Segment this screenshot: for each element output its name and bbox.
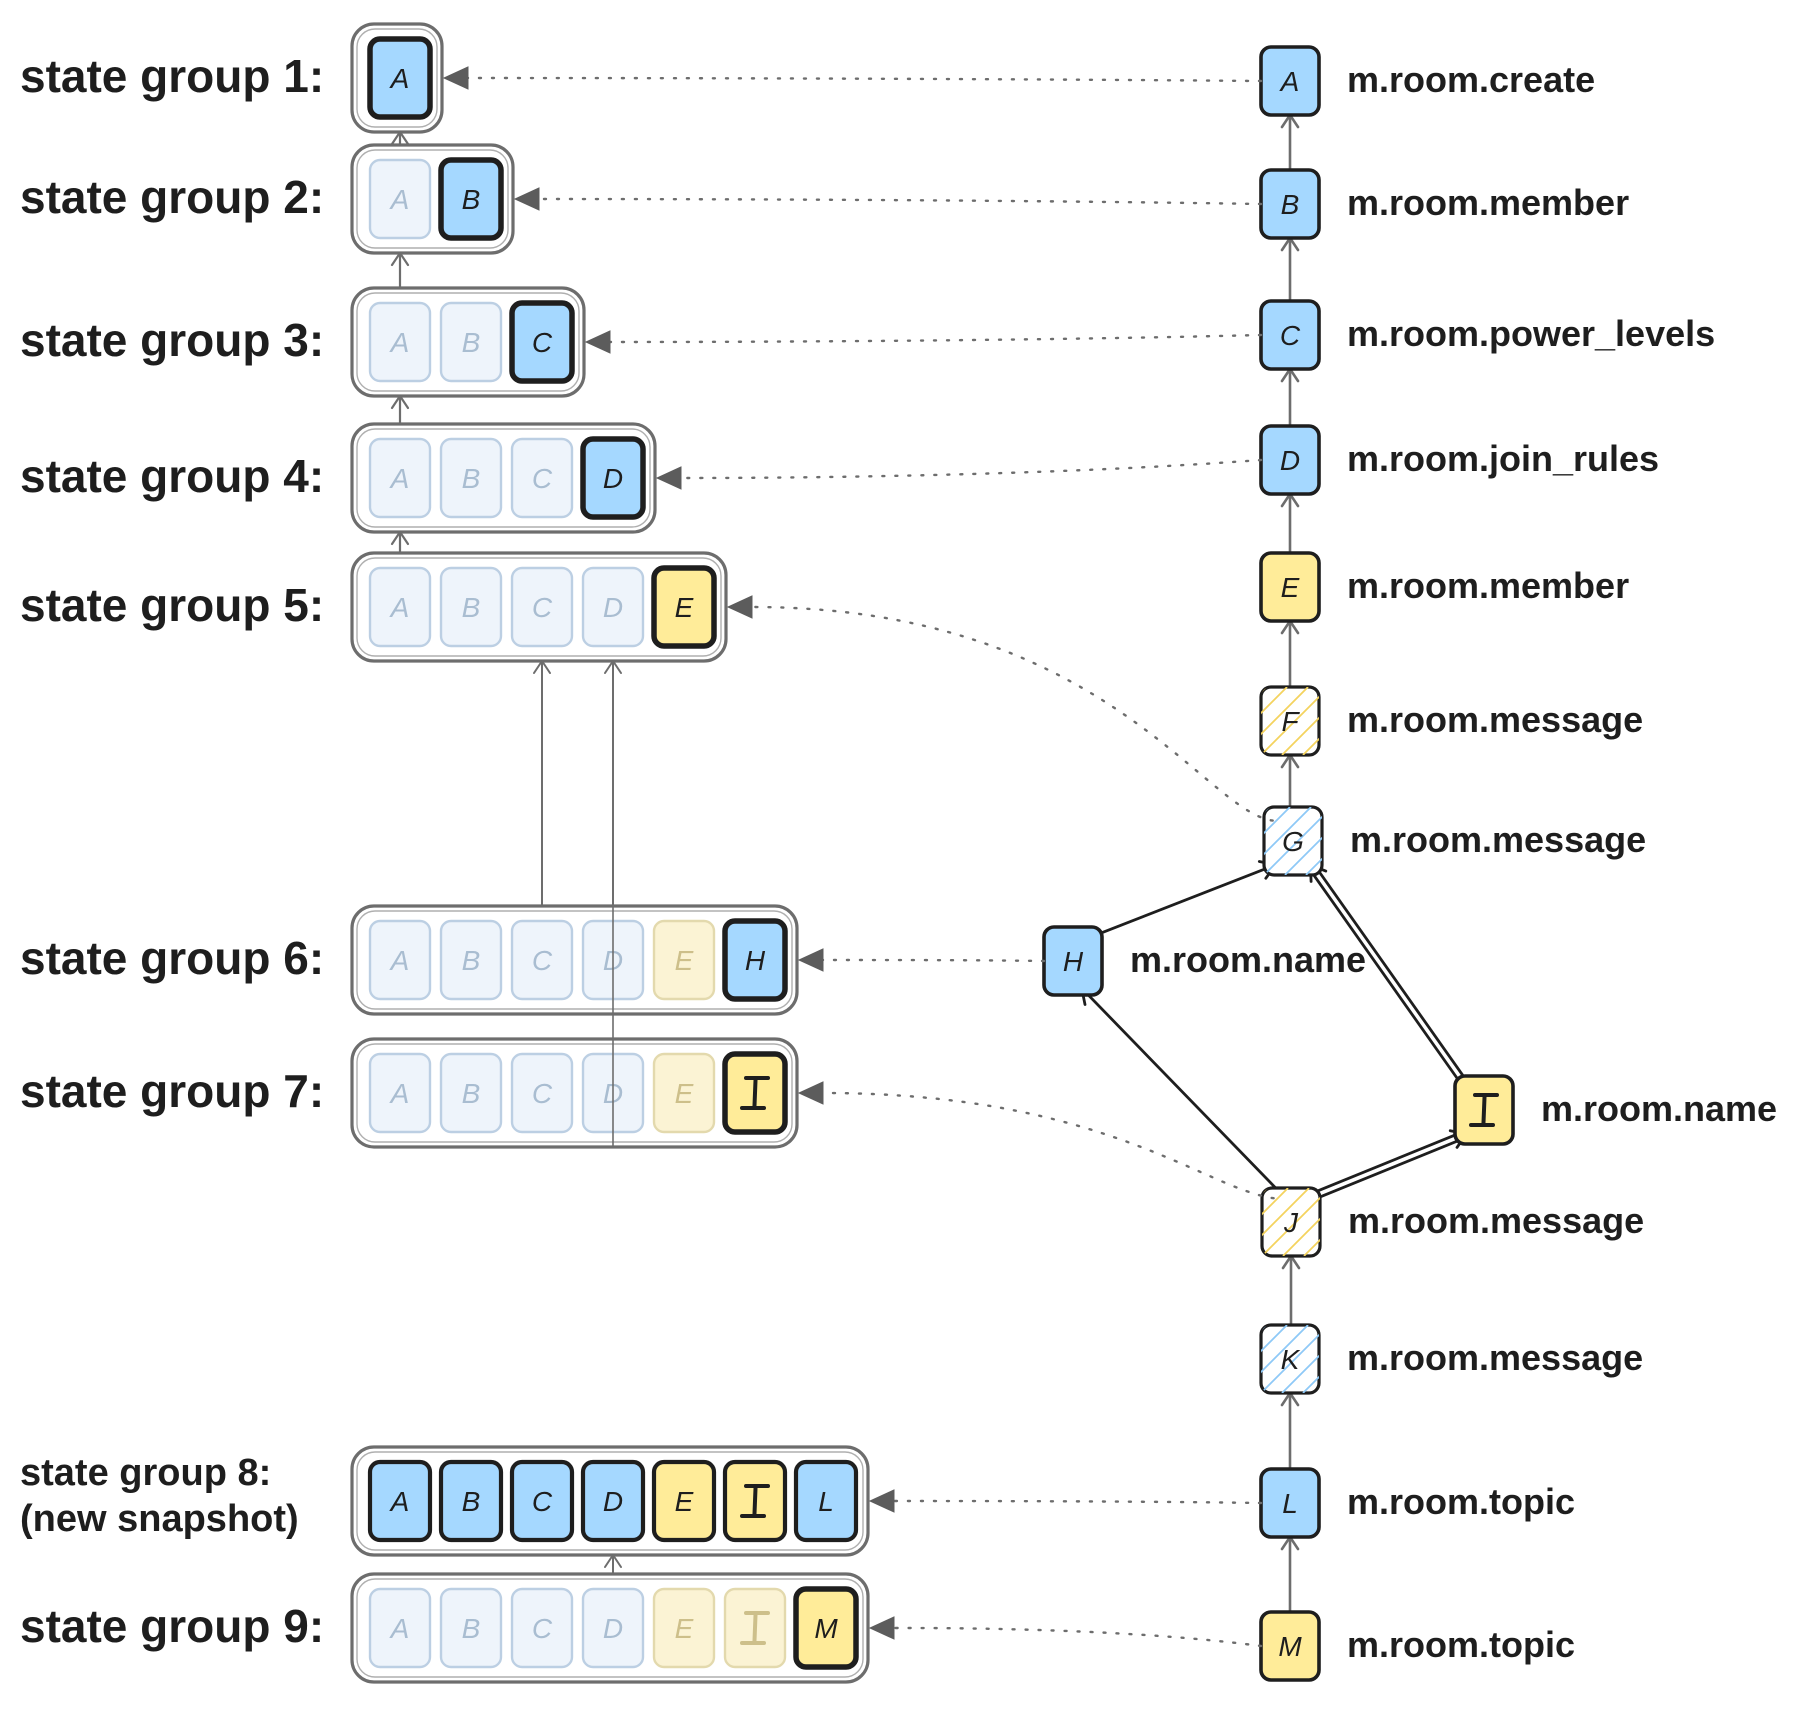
svg-text:D: D — [603, 592, 623, 623]
svg-text:C: C — [532, 945, 553, 976]
svg-text:m.room.topic: m.room.topic — [1347, 1481, 1575, 1522]
svg-text:C: C — [532, 592, 553, 623]
svg-text:C: C — [532, 1486, 553, 1517]
svg-text:D: D — [603, 1486, 623, 1517]
svg-text:H: H — [745, 945, 766, 976]
svg-text:E: E — [675, 945, 694, 976]
svg-text:A: A — [389, 63, 410, 94]
svg-text:F: F — [1281, 706, 1300, 737]
svg-text:B: B — [462, 327, 481, 358]
svg-text:A: A — [1279, 66, 1300, 97]
svg-text:H: H — [1063, 946, 1084, 977]
svg-text:L: L — [818, 1486, 834, 1517]
svg-text:m.room.message: m.room.message — [1347, 699, 1643, 740]
svg-text:K: K — [1281, 1344, 1301, 1375]
svg-text:B: B — [462, 184, 481, 215]
svg-text:M: M — [814, 1613, 838, 1644]
svg-text:m.room.name: m.room.name — [1130, 939, 1366, 980]
svg-text:A: A — [389, 1078, 410, 1109]
svg-text:state group 6:: state group 6: — [20, 932, 324, 984]
svg-text:m.room.member: m.room.member — [1347, 565, 1629, 606]
svg-text:state group 5:: state group 5: — [20, 579, 324, 631]
svg-text:G: G — [1282, 826, 1304, 857]
svg-text:state group 7:: state group 7: — [20, 1065, 324, 1117]
svg-text:B: B — [462, 1613, 481, 1644]
svg-text:B: B — [1281, 189, 1300, 220]
svg-text:(new snapshot): (new snapshot) — [20, 1498, 299, 1540]
svg-text:A: A — [389, 1486, 410, 1517]
svg-text:C: C — [532, 463, 553, 494]
svg-text:m.room.message: m.room.message — [1347, 1337, 1643, 1378]
svg-text:state group 9:: state group 9: — [20, 1600, 324, 1652]
svg-text:E: E — [675, 1486, 694, 1517]
svg-text:B: B — [462, 1078, 481, 1109]
svg-text:D: D — [1280, 445, 1300, 476]
svg-text:C: C — [532, 1078, 553, 1109]
svg-text:state group 4:: state group 4: — [20, 450, 324, 502]
svg-text:E: E — [675, 1078, 694, 1109]
svg-text:A: A — [389, 327, 410, 358]
svg-text:A: A — [389, 184, 410, 215]
svg-text:state group 1:: state group 1: — [20, 50, 324, 102]
svg-text:B: B — [462, 945, 481, 976]
svg-text:E: E — [1281, 572, 1300, 603]
svg-text:C: C — [1280, 320, 1301, 351]
svg-text:state group 8:: state group 8: — [20, 1452, 271, 1494]
svg-text:m.room.message: m.room.message — [1348, 1200, 1644, 1241]
svg-text:C: C — [532, 1613, 553, 1644]
svg-text:A: A — [389, 463, 410, 494]
svg-text:B: B — [462, 463, 481, 494]
svg-text:state group 2:: state group 2: — [20, 171, 324, 223]
svg-text:m.room.join_rules: m.room.join_rules — [1347, 438, 1659, 479]
svg-text:m.room.member: m.room.member — [1347, 182, 1629, 223]
svg-text:m.room.message: m.room.message — [1350, 819, 1646, 860]
svg-text:D: D — [603, 1613, 623, 1644]
svg-text:L: L — [1282, 1488, 1298, 1519]
svg-text:A: A — [389, 945, 410, 976]
svg-text:A: A — [389, 1613, 410, 1644]
svg-text:E: E — [675, 1613, 694, 1644]
svg-text:D: D — [603, 463, 623, 494]
svg-text:A: A — [389, 592, 410, 623]
svg-text:m.room.name: m.room.name — [1541, 1088, 1777, 1129]
svg-text:m.room.power_levels: m.room.power_levels — [1347, 313, 1715, 354]
svg-text:C: C — [532, 327, 553, 358]
svg-text:m.room.topic: m.room.topic — [1347, 1624, 1575, 1665]
svg-text:M: M — [1278, 1631, 1302, 1662]
svg-text:B: B — [462, 592, 481, 623]
svg-text:state group 3:: state group 3: — [20, 314, 324, 366]
svg-text:J: J — [1283, 1207, 1299, 1238]
svg-text:E: E — [675, 592, 694, 623]
svg-text:m.room.create: m.room.create — [1347, 59, 1595, 100]
svg-text:B: B — [462, 1486, 481, 1517]
